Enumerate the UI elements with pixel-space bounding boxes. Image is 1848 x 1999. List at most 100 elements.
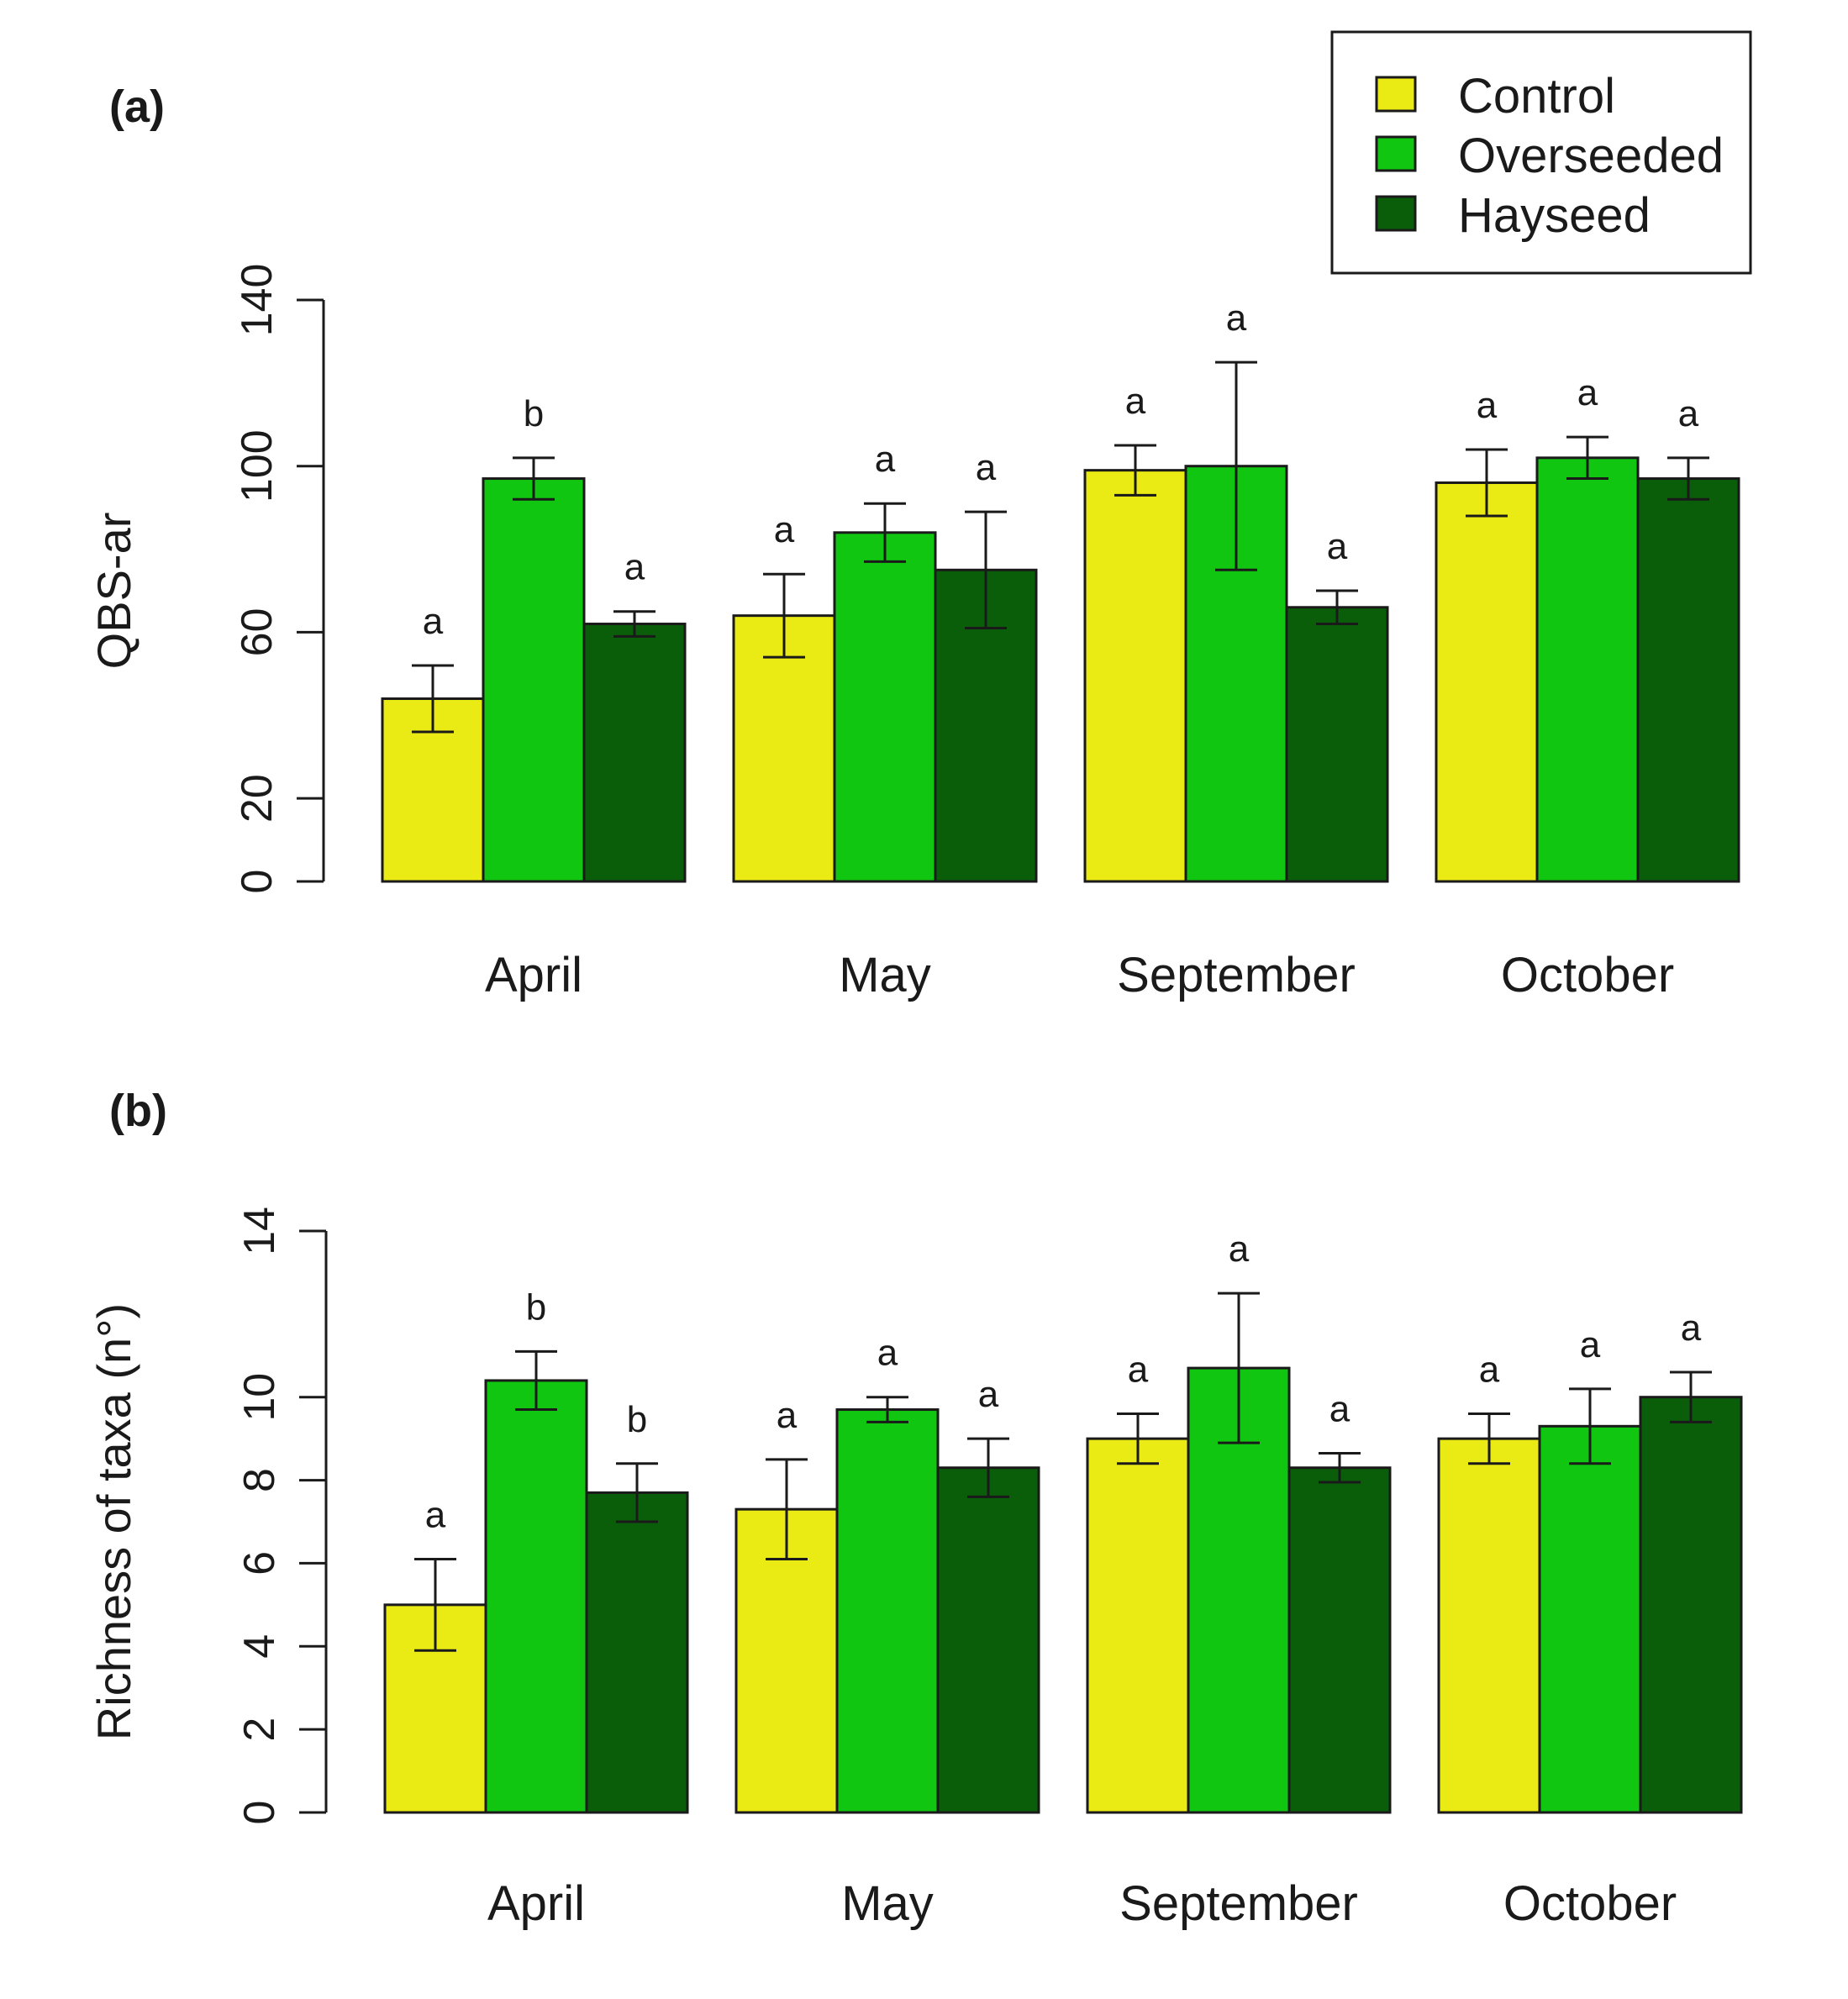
bar-a-april-hayseed (582, 623, 687, 883)
sig-letter-b-october-control: a (1479, 1349, 1500, 1390)
bar-a-october-control (1435, 481, 1539, 883)
error-bar-a-may-control (763, 572, 805, 659)
sig-letter-b-may-control: a (777, 1395, 798, 1436)
bar-b-may-hayseed (936, 1466, 1040, 1814)
y-tick-label-b-14: 14 (235, 1207, 284, 1255)
bar-a-may-overseeded (833, 531, 937, 883)
legend-label-hayseed: Hayseed (1458, 188, 1651, 243)
bar-b-october-overseeded (1538, 1424, 1642, 1814)
legend-swatch-control (1375, 76, 1417, 113)
error-bar-a-september-hayseed (1316, 589, 1358, 626)
error-bar-b-may-overseeded (866, 1396, 908, 1423)
bar-b-october-control (1437, 1437, 1541, 1814)
legend-label-control: Control (1458, 69, 1615, 124)
category-labels-a: April May September October (485, 948, 1674, 1002)
panel-label-b: (b) (109, 1086, 167, 1136)
bar-a-september-control (1083, 469, 1187, 883)
error-bar-a-april-control (412, 664, 454, 734)
bar-b-september-hayseed (1287, 1466, 1392, 1814)
legend: Control Overseeded Hayseed (1330, 30, 1752, 275)
error-bar-a-october-hayseed (1667, 456, 1709, 501)
legend-swatch-hayseed (1375, 195, 1417, 232)
panel-b-richness-chart: (b) Richness of taxa (n°) 0 2 4 6 8 10 14 a b b a… (87, 1086, 1743, 1931)
error-bar-a-october-control (1466, 448, 1508, 518)
y-tick-label-b-8: 8 (235, 1468, 284, 1492)
y-axis-title-text-b: Richness of taxa (n°) (87, 1303, 140, 1740)
y-tick-label-b-2: 2 (235, 1718, 284, 1742)
y-axis-title-a: QBS-ar (87, 513, 140, 670)
sig-letter-a-september-overseeded: a (1226, 297, 1247, 339)
error-bar-b-october-overseeded (1569, 1387, 1611, 1465)
error-bar-a-april-overseeded (513, 456, 555, 501)
bar-b-september-control (1086, 1437, 1190, 1814)
error-bar-b-october-hayseed (1670, 1370, 1712, 1423)
y-tick-label-a-100: 100 (233, 429, 282, 502)
legend-swatch-overseeded (1375, 135, 1417, 172)
sig-letter-b-may-overseeded: a (877, 1333, 898, 1374)
sig-letter-b-september-hayseed: a (1329, 1388, 1350, 1429)
x-category-label-a-april: April (485, 948, 582, 1002)
y-tick-label-a-140: 140 (233, 264, 282, 337)
sig-letter-a-april-control: a (423, 601, 444, 642)
sig-letter-a-october-hayseed: a (1678, 393, 1699, 434)
x-category-label-b-october: October (1503, 1876, 1677, 1931)
sig-letter-a-september-control: a (1125, 381, 1146, 422)
y-tick-label-b-10: 10 (235, 1373, 284, 1422)
y-tick-label-b-6: 6 (235, 1551, 284, 1576)
error-bar-b-may-hayseed (967, 1437, 1009, 1498)
error-bar-a-september-control (1114, 444, 1156, 497)
error-bar-a-september-overseeded (1215, 360, 1257, 571)
panel-label-a: (a) (109, 82, 165, 132)
error-bar-b-september-hayseed (1319, 1451, 1361, 1484)
sig-letter-a-october-control: a (1477, 385, 1498, 426)
bar-b-april-hayseed (585, 1491, 689, 1814)
bar-b-may-overseeded (835, 1408, 940, 1814)
category-labels-b: April May September October (487, 1876, 1677, 1931)
sig-letter-b-may-hayseed: a (978, 1374, 999, 1415)
y-axis-a: 0 20 60 100 140 (233, 264, 325, 894)
y-tick-label-b-4: 4 (235, 1634, 284, 1659)
error-bar-b-may-control (766, 1458, 808, 1560)
error-bar-b-april-control (414, 1557, 456, 1652)
error-bar-a-april-hayseed (613, 610, 655, 638)
sig-letter-b-september-overseeded: a (1229, 1228, 1250, 1270)
sig-letter-a-october-overseeded: a (1577, 372, 1598, 413)
error-bar-a-may-hayseed (965, 510, 1007, 629)
bars-a: a b a a a a a a a a a a (381, 297, 1740, 883)
y-tick-label-a-0: 0 (233, 870, 282, 894)
bar-b-october-hayseed (1639, 1396, 1743, 1814)
x-category-label-a-september: September (1117, 948, 1356, 1002)
sig-letter-a-september-hayseed: a (1327, 526, 1348, 567)
sig-letter-b-october-hayseed: a (1681, 1307, 1702, 1349)
bar-a-september-hayseed (1285, 606, 1389, 883)
y-tick-label-a-60: 60 (233, 608, 282, 657)
bar-b-april-overseeded (484, 1379, 588, 1814)
sig-letter-a-may-control: a (774, 509, 795, 550)
y-axis-b: 0 2 4 6 8 10 14 (235, 1207, 328, 1825)
error-bar-a-may-overseeded (864, 502, 906, 563)
error-bar-b-september-control (1117, 1412, 1159, 1465)
sig-letter-a-april-overseeded: b (524, 393, 544, 434)
legend-label-overseeded: Overseeded (1458, 129, 1724, 183)
sig-letter-b-april-control: a (425, 1494, 446, 1535)
sig-letter-a-may-overseeded: a (875, 439, 896, 480)
x-category-label-b-april: April (487, 1876, 585, 1931)
x-category-label-b-september: September (1119, 1876, 1358, 1931)
x-category-label-a-may: May (839, 948, 931, 1002)
bar-a-may-control (732, 614, 836, 883)
y-tick-label-b-0: 0 (235, 1801, 284, 1825)
error-bar-b-april-overseeded (515, 1349, 557, 1412)
y-axis-title-b: Richness of taxa (n°) (87, 1303, 140, 1740)
bar-a-october-hayseed (1636, 477, 1740, 883)
panel-a-qbs-ar-chart: (a) QBS-ar 0 20 60 100 140 a b a a a a a a a a a a Apri… (87, 82, 1740, 1002)
sig-letter-b-october-overseeded: a (1580, 1324, 1601, 1365)
sig-letter-a-april-hayseed: a (624, 547, 645, 588)
error-bar-b-october-control (1468, 1412, 1510, 1465)
x-category-label-b-may: May (841, 1876, 934, 1931)
sig-letter-b-april-overseeded: b (526, 1286, 546, 1328)
y-axis-title-text-a: QBS-ar (87, 513, 140, 670)
sig-letter-b-april-hayseed: b (627, 1399, 647, 1440)
sig-letter-a-may-hayseed: a (976, 447, 997, 488)
bars-b: a b b a a a a a a a a a (383, 1228, 1743, 1814)
